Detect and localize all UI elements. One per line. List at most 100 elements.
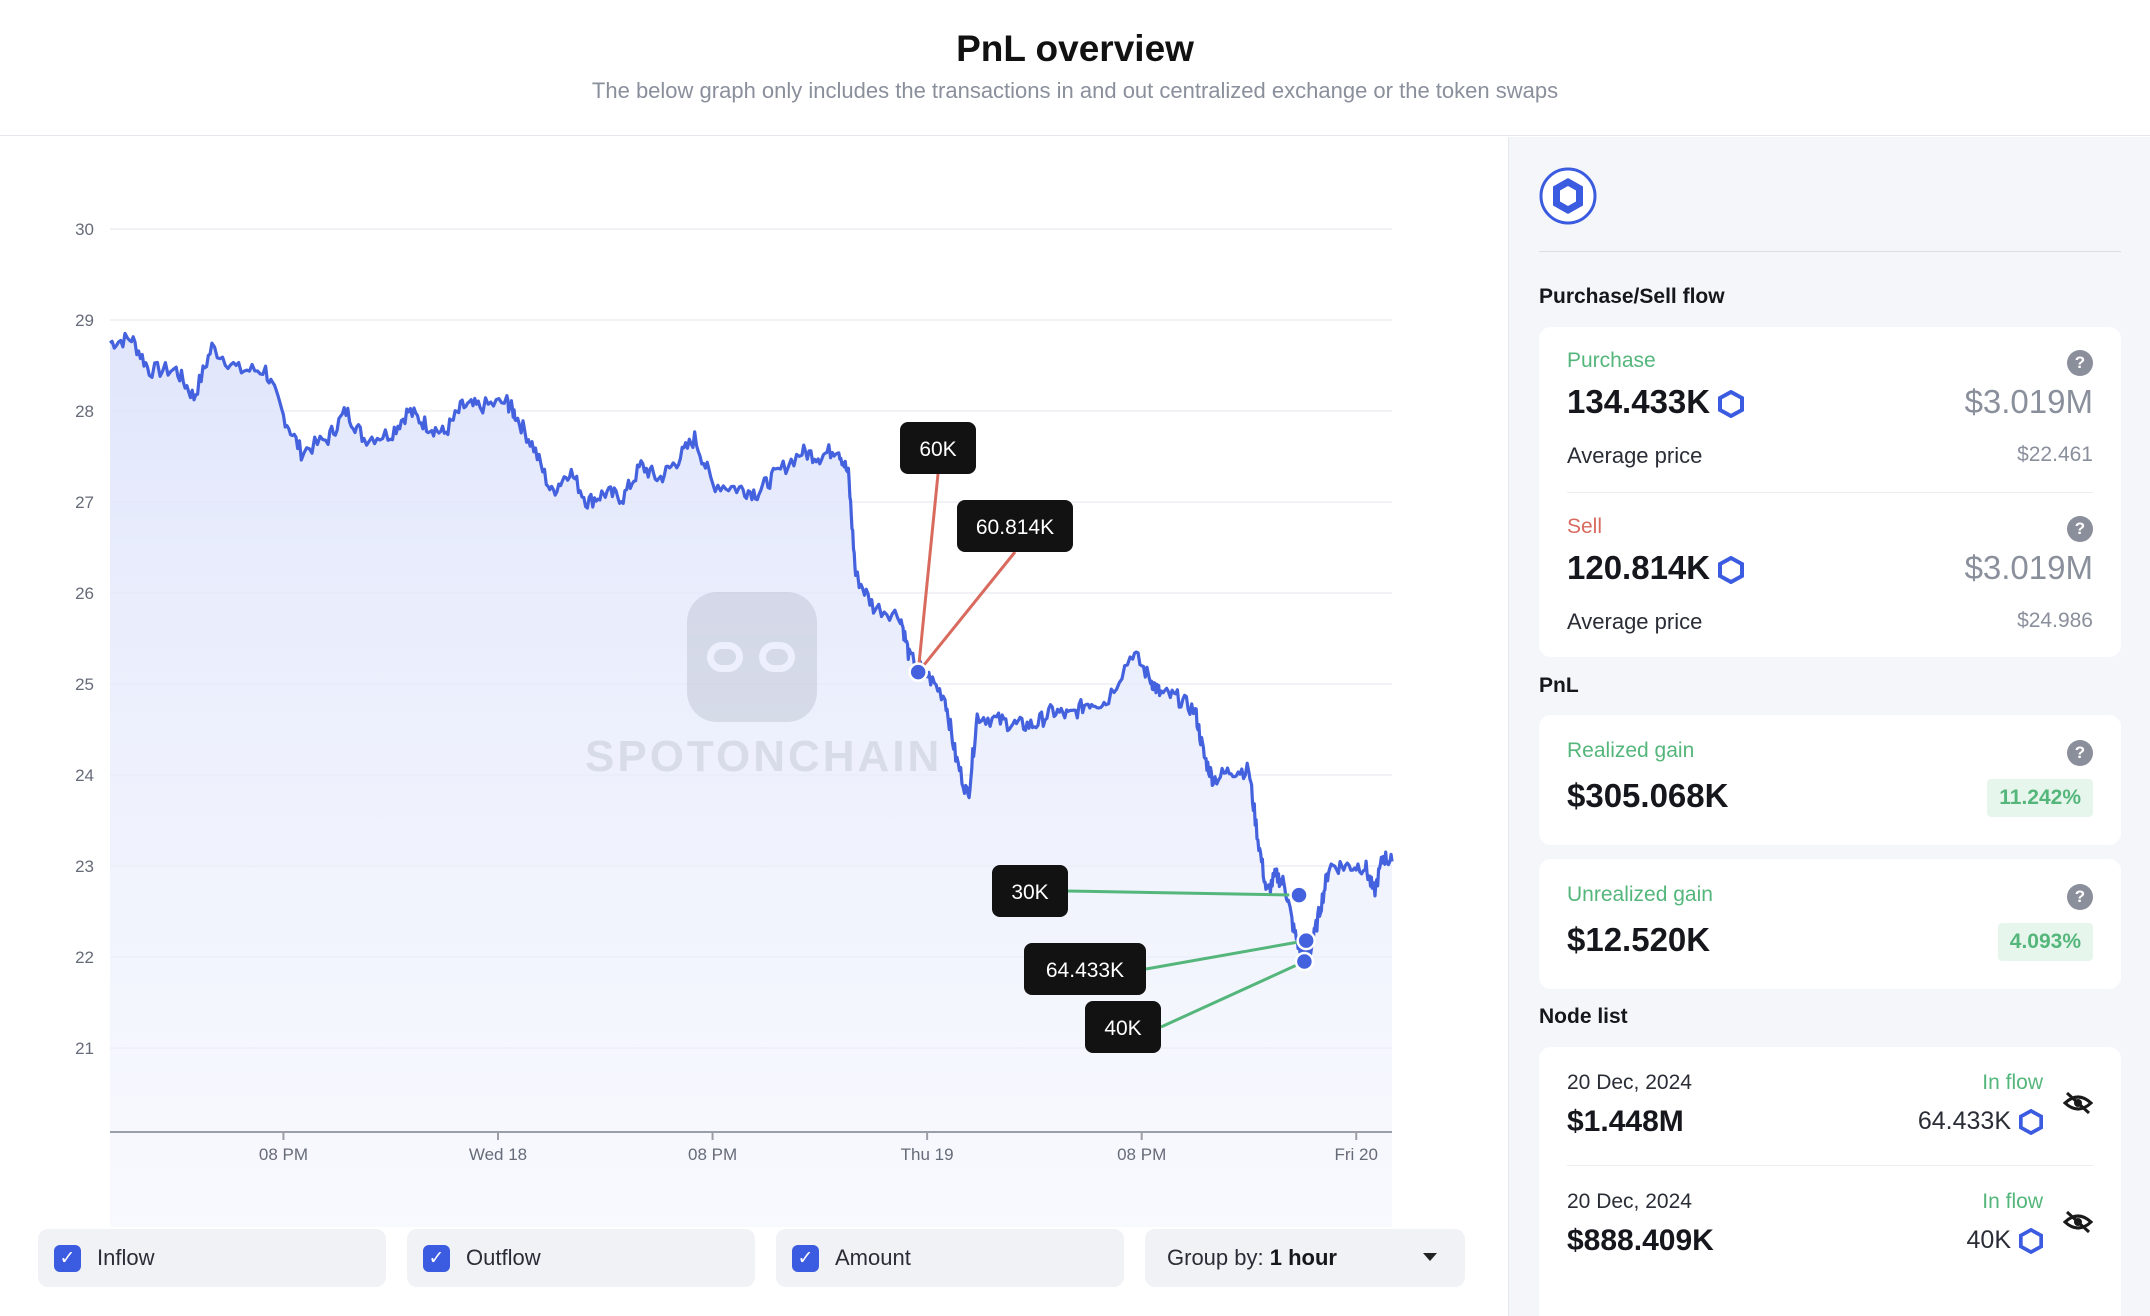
node-list-card: 20 Dec, 2024 In flow $1.448M 64.433K 20 … — [1539, 1047, 2121, 1316]
x-tick-label: 08 PM — [259, 1145, 308, 1164]
check-icon: ✓ — [792, 1244, 819, 1272]
list-item[interactable]: 20 Dec, 2024 In flow $888.409K 40K — [1539, 1166, 2121, 1284]
token-hexagon-icon — [2019, 1228, 2043, 1255]
price-line[interactable] — [109, 331, 1394, 966]
x-tick-label: Fri 20 — [1335, 1145, 1378, 1164]
unrealized-gain-card: Unrealized gain ? $12.520K 4.093% — [1539, 859, 2121, 989]
token-hexagon-icon — [1539, 167, 1597, 225]
card-divider — [1567, 1165, 2093, 1166]
node-usd: $888.409K — [1567, 1224, 1714, 1257]
x-tick-label: Wed 18 — [469, 1145, 527, 1164]
annotation-label-box — [1024, 943, 1146, 995]
flow-annotation[interactable]: 60.814K — [908, 500, 1073, 682]
y-tick-label: 21 — [75, 1039, 94, 1058]
node-date: 20 Dec, 2024 — [1567, 1071, 1692, 1094]
help-icon[interactable]: ? — [2067, 516, 2093, 542]
unrealized-gain-pct: 4.093% — [1997, 923, 2093, 961]
y-tick-label: 25 — [75, 675, 94, 694]
node-list-title: Node list — [1539, 1005, 1628, 1028]
annotation-label: 30K — [1011, 881, 1048, 904]
annotation-point[interactable] — [1294, 951, 1315, 972]
y-tick-label: 26 — [75, 584, 94, 603]
pnl-title: PnL — [1539, 674, 1579, 697]
token-hexagon-icon — [1718, 390, 1745, 419]
outflow-label: Outflow — [466, 1245, 541, 1270]
annotation-point[interactable] — [1296, 930, 1316, 951]
group-by-prefix: Group by: — [1167, 1245, 1264, 1270]
unrealized-gain-label: Unrealized gain — [1567, 883, 1713, 906]
annotation-label-box — [900, 422, 976, 474]
purchase-sell-title: Purchase/Sell flow — [1539, 285, 1725, 308]
flow-annotation[interactable]: 40K — [1085, 951, 1315, 1053]
check-icon: ✓ — [423, 1244, 450, 1272]
node-flow: In flow — [1982, 1071, 2043, 1094]
y-tick-label: 28 — [75, 402, 94, 421]
annotation-connector — [1145, 939, 1307, 971]
y-tick-label: 29 — [75, 311, 94, 330]
node-amount: 64.433K — [1918, 1107, 2043, 1136]
purchase-label: Purchase — [1567, 349, 1656, 372]
flow-annotation[interactable]: 64.433K — [1024, 930, 1316, 995]
annotation-label-box — [1085, 1001, 1161, 1053]
annotation-connector — [1160, 960, 1306, 1029]
amount-label: Amount — [835, 1245, 911, 1270]
token-hexagon-icon — [1718, 556, 1745, 585]
annotation-connector — [1067, 889, 1300, 897]
purchase-usd: $3.019M — [1964, 383, 2093, 420]
list-item[interactable]: 20 Dec, 2024 In flow $1.448M 64.433K — [1539, 1047, 2121, 1165]
unrealized-gain-value: $12.520K — [1567, 921, 1711, 958]
purchase-sell-card: Purchase ? 134.433K $3.019M Average pric… — [1539, 327, 2121, 657]
x-tick-label: 08 PM — [688, 1145, 737, 1164]
group-by-value: 1 hour — [1269, 1245, 1337, 1270]
outflow-toggle[interactable]: ✓ Outflow — [407, 1229, 755, 1287]
node-amount: 40K — [1967, 1226, 2043, 1255]
chart-panel: 30 29 28 27 26 25 24 23 22 21 08 PM Wed 18 08 PM Thu… — [0, 137, 1508, 1316]
eye-off-icon[interactable] — [2063, 1091, 2093, 1115]
realized-gain-card: Realized gain ? $305.068K 11.242% — [1539, 715, 2121, 845]
token-hexagon-icon — [2019, 1109, 2043, 1136]
y-tick-label: 23 — [75, 857, 94, 876]
purchase-avg-label: Average price — [1567, 443, 1703, 468]
check-icon: ✓ — [54, 1244, 81, 1272]
purchase-avg-value: $22.461 — [2017, 443, 2093, 466]
sell-amount: 120.814K — [1567, 549, 1745, 587]
eye-off-icon[interactable] — [2063, 1210, 2093, 1234]
help-icon[interactable]: ? — [2067, 350, 2093, 376]
inflow-toggle[interactable]: ✓ Inflow — [38, 1229, 386, 1287]
x-tick-label: 08 PM — [1117, 1145, 1166, 1164]
node-usd: $1.448M — [1567, 1105, 1684, 1138]
amount-toggle[interactable]: ✓ Amount — [776, 1229, 1124, 1287]
annotation-point[interactable] — [908, 662, 928, 682]
sell-label: Sell — [1567, 515, 1603, 538]
sell-avg-label: Average price — [1567, 609, 1703, 634]
page-title: PnL overview — [956, 28, 1194, 69]
x-tick-label: Thu 19 — [901, 1145, 954, 1164]
y-tick-label: 22 — [75, 948, 94, 967]
annotation-label: 60K — [919, 438, 956, 461]
annotation-label: 60.814K — [976, 516, 1054, 539]
page-subtitle: The below graph only includes the transa… — [591, 78, 1559, 103]
node-flow: In flow — [1982, 1190, 2043, 1213]
y-tick-label: 24 — [75, 766, 94, 785]
help-icon[interactable]: ? — [2067, 740, 2093, 766]
help-icon[interactable]: ? — [2067, 884, 2093, 910]
purchase-amount: 134.433K — [1567, 383, 1745, 421]
group-by-select[interactable]: Group by: 1 hour — [1145, 1229, 1465, 1287]
annotation-label: 40K — [1104, 1017, 1141, 1040]
token-sidebar: Purchase/Sell flow Purchase ? 134.433K $… — [1508, 137, 2150, 1316]
annotation-label: 64.433K — [1046, 959, 1124, 982]
sell-usd: $3.019M — [1964, 549, 2093, 586]
annotation-label-box — [992, 865, 1068, 917]
annotation-label-box — [957, 500, 1073, 552]
annotation-connector — [917, 551, 1017, 674]
realized-gain-pct: 11.242% — [1987, 779, 2093, 817]
caret-down-icon — [1423, 1253, 1437, 1261]
y-tick-label: 30 — [75, 220, 94, 239]
page-header: PnL overview The below graph only includ… — [0, 0, 2150, 136]
annotation-connector — [916, 473, 940, 673]
annotation-point[interactable] — [1289, 885, 1309, 905]
realized-gain-value: $305.068K — [1567, 777, 1729, 814]
pnl-chart[interactable]: 30 29 28 27 26 25 24 23 22 21 08 PM Wed 18 08 PM Thu… — [0, 137, 1508, 1227]
flow-annotation[interactable]: 30K — [992, 865, 1309, 917]
price-area — [110, 333, 1392, 1227]
